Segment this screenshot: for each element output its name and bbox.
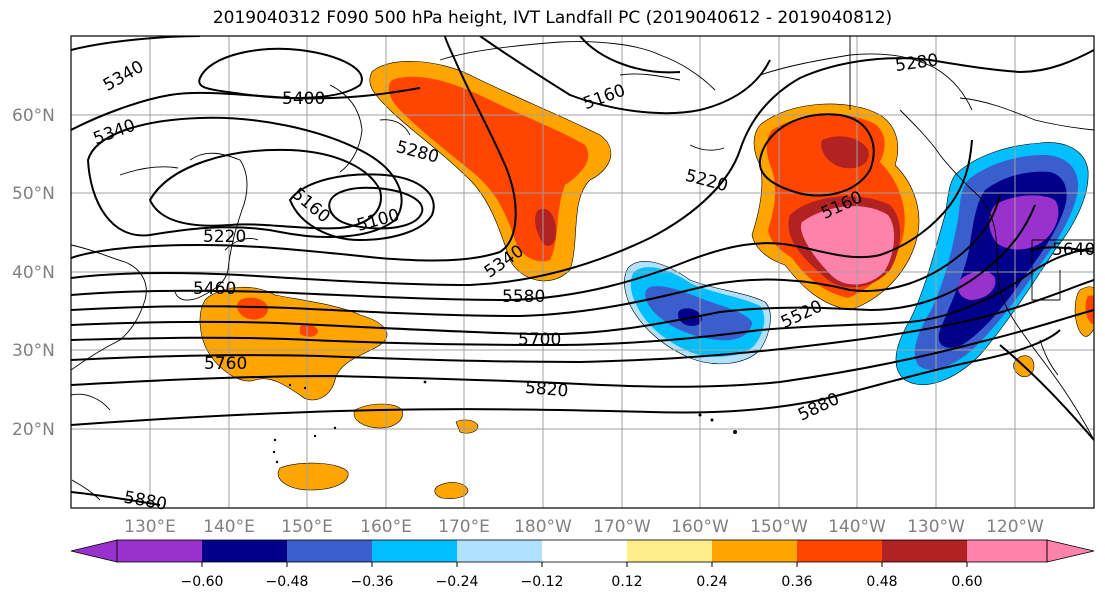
lon-tick-label: 130°E	[124, 517, 176, 537]
lon-tick-label: 150°E	[281, 517, 333, 537]
colorbar-tick-label: 0.60	[951, 574, 982, 590]
positive-anomaly-region	[1085, 295, 1094, 325]
colorbar-high-extend	[1046, 539, 1095, 563]
lat-tick-label: 20°N	[12, 420, 55, 440]
latitude-labels: 60°N 50°N 40°N 30°N 20°N	[12, 106, 55, 440]
contour-label: 5220	[203, 227, 246, 247]
colorbar-segment	[797, 540, 882, 562]
lon-tick-label: 130°W	[907, 517, 965, 537]
map-frame	[70, 35, 1095, 509]
positive-anomaly-region	[277, 462, 349, 491]
positive-anomaly-region	[300, 324, 318, 337]
colorbar-segment	[712, 540, 797, 562]
colorbar-tick-label: −0.24	[436, 574, 479, 590]
positive-anomaly-region	[434, 482, 469, 499]
contour-label: 5640	[1052, 240, 1095, 260]
negative-anomaly-region	[958, 271, 996, 300]
colorbar-segment	[967, 540, 1047, 562]
positive-anomaly-region	[800, 206, 895, 285]
lat-tick-label: 40°N	[12, 263, 55, 283]
colorbar-tick-label: −0.60	[181, 574, 224, 590]
colorbar-segment	[117, 540, 202, 562]
colorbar-tick-label: 0.12	[611, 574, 642, 590]
colorbar-tick-label: 0.36	[781, 574, 812, 590]
lat-tick-label: 60°N	[12, 106, 55, 126]
longitude-labels: 130°E 140°E 150°E 160°E 170°E 180°W 170°…	[124, 517, 1044, 537]
lon-tick-label: 140°W	[828, 517, 886, 537]
positive-anomaly-region	[535, 208, 556, 246]
coastlines	[71, 36, 1094, 501]
colorbar-tick-label: −0.12	[521, 574, 564, 590]
positive-anomaly-region	[237, 297, 268, 320]
contour-label: 5820	[524, 378, 569, 402]
lon-tick-label: 160°W	[671, 517, 729, 537]
lon-tick-label: 120°W	[986, 517, 1044, 537]
contour-label: 5700	[518, 330, 561, 350]
contour-label: 5580	[502, 287, 545, 307]
lat-tick-label: 50°N	[12, 184, 55, 204]
colorbar-low-extend	[70, 539, 118, 563]
colorbar-segment	[287, 540, 372, 562]
colorbar-segment	[542, 540, 627, 562]
colorbar-segment	[627, 540, 712, 562]
colorbar-segment	[882, 540, 967, 562]
graticule	[71, 36, 1094, 508]
colorbar-tick-label: 0.24	[696, 574, 727, 590]
negative-anomaly-region	[989, 195, 1059, 250]
colorbar-outline	[116, 539, 1048, 563]
height-contours	[71, 36, 1094, 506]
lon-tick-label: 170°W	[593, 517, 651, 537]
islands	[272, 380, 737, 464]
contour-label: 5760	[204, 354, 247, 374]
colorbar-segment	[202, 540, 287, 562]
lon-tick-label: 170°E	[438, 517, 490, 537]
colorbar-tick-label: −0.48	[266, 574, 309, 590]
lon-tick-label: 140°E	[203, 517, 255, 537]
colorbar-segment	[372, 540, 457, 562]
map-title: 2019040312 F090 500 hPa height, IVT Land…	[212, 8, 893, 28]
ivt-shading	[199, 61, 1094, 499]
colorbar: −0.60 −0.48 −0.36 −0.24 −0.12 0.12 0.24 …	[70, 539, 1095, 590]
lon-tick-label: 160°E	[360, 517, 412, 537]
lon-tick-label: 150°W	[750, 517, 808, 537]
colorbar-tick-label: −0.36	[351, 574, 394, 590]
colorbar-segment	[457, 540, 542, 562]
lon-tick-label: 180°W	[514, 517, 572, 537]
contour-label: 5460	[193, 279, 236, 299]
colorbar-tick-label: 0.48	[866, 574, 897, 590]
contour-label: 5400	[282, 89, 325, 109]
lat-tick-label: 30°N	[12, 341, 55, 361]
